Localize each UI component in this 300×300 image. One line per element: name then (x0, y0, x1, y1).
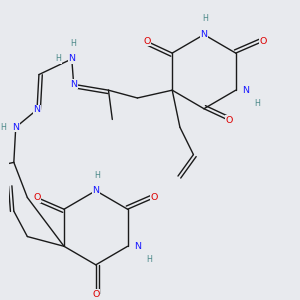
Text: N: N (70, 80, 77, 89)
Text: N: N (92, 186, 99, 195)
Text: O: O (259, 37, 266, 46)
Text: H: H (254, 99, 260, 108)
Text: O: O (143, 37, 151, 46)
Text: O: O (225, 116, 233, 125)
Text: O: O (92, 290, 100, 298)
Text: H: H (70, 39, 76, 48)
Text: N: N (34, 105, 40, 114)
Text: H: H (55, 55, 61, 64)
Text: H: H (0, 123, 6, 132)
Text: N: N (134, 242, 141, 251)
Text: H: H (146, 256, 152, 265)
Text: H: H (94, 171, 100, 180)
Text: N: N (12, 123, 19, 132)
Text: H: H (202, 14, 208, 23)
Text: O: O (151, 193, 158, 202)
Text: N: N (68, 55, 75, 64)
Text: O: O (33, 193, 41, 202)
Text: N: N (242, 86, 249, 95)
Text: N: N (200, 30, 208, 39)
